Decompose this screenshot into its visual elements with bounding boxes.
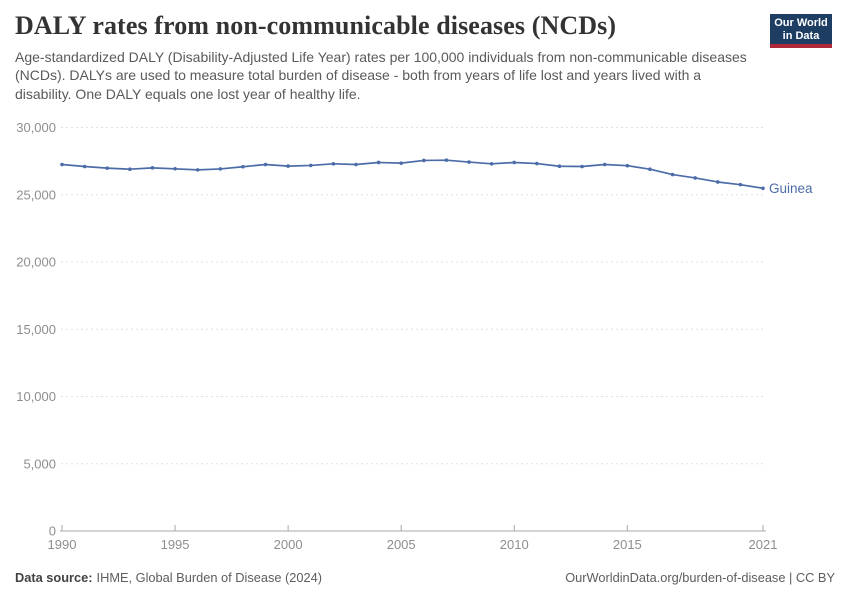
logo-line-2: in Data xyxy=(782,29,820,42)
y-tick-label: 25,000 xyxy=(16,187,56,202)
x-tick-label: 2005 xyxy=(387,537,416,552)
data-point[interactable] xyxy=(602,162,607,167)
x-tick-label: 1995 xyxy=(161,537,190,552)
data-point[interactable] xyxy=(128,167,132,171)
data-points-guinea[interactable] xyxy=(60,158,765,191)
data-source-text: IHME, Global Burden of Disease (2024) xyxy=(96,570,323,585)
y-axis-labels: 0 5,000 10,000 15,000 20,000 25,000 30,000 xyxy=(16,120,56,539)
x-axis: 1990 1995 2000 2005 2010 2015 2021 xyxy=(48,525,778,552)
data-point[interactable] xyxy=(150,166,155,170)
data-point[interactable] xyxy=(670,172,675,177)
x-tick-label: 2010 xyxy=(500,537,529,552)
data-point[interactable] xyxy=(738,182,743,187)
x-tick-label: 2000 xyxy=(274,537,303,552)
owid-logo[interactable]: Our World in Data xyxy=(770,14,832,48)
data-point[interactable] xyxy=(241,164,245,169)
data-point[interactable] xyxy=(715,180,720,184)
x-tick-label: 2015 xyxy=(613,537,642,552)
x-tick-label: 1990 xyxy=(48,537,77,552)
data-point[interactable] xyxy=(105,166,110,170)
data-point[interactable] xyxy=(376,160,381,165)
data-point[interactable] xyxy=(195,168,200,172)
data-point[interactable] xyxy=(444,158,449,162)
data-point[interactable] xyxy=(580,164,584,169)
data-point[interactable] xyxy=(308,163,313,168)
y-tick-label: 10,000 xyxy=(16,389,56,404)
chart-footer: Data source: IHME, Global Burden of Disea… xyxy=(15,570,835,585)
data-point[interactable] xyxy=(263,162,268,167)
data-source: Data source: IHME, Global Burden of Disea… xyxy=(15,570,322,585)
data-source-label: Data source: xyxy=(15,570,93,585)
data-point[interactable] xyxy=(354,162,358,167)
y-tick-label: 15,000 xyxy=(16,322,56,337)
y-tick-label: 30,000 xyxy=(16,120,56,135)
data-point[interactable] xyxy=(467,160,471,164)
x-tick-label: 2021 xyxy=(749,537,778,552)
data-point[interactable] xyxy=(625,163,630,168)
data-point[interactable] xyxy=(761,186,765,191)
credit-link[interactable]: OurWorldinData.org/burden-of-disease | C… xyxy=(565,570,835,585)
data-point[interactable] xyxy=(648,167,652,171)
y-tick-label: 5,000 xyxy=(23,456,56,471)
data-point[interactable] xyxy=(422,158,426,163)
series-end-label[interactable]: Guinea xyxy=(769,181,813,196)
data-point[interactable] xyxy=(173,166,177,171)
data-point[interactable] xyxy=(60,162,64,167)
data-point[interactable] xyxy=(218,167,223,171)
data-point[interactable] xyxy=(535,161,539,166)
data-point[interactable] xyxy=(693,176,697,180)
data-point[interactable] xyxy=(331,162,336,166)
series-line-guinea[interactable] xyxy=(61,159,764,190)
data-point[interactable] xyxy=(82,164,87,169)
y-tick-label: 20,000 xyxy=(16,255,56,270)
chart-title: DALY rates from non-communicable disease… xyxy=(15,11,617,40)
data-point[interactable] xyxy=(512,160,517,165)
data-point[interactable] xyxy=(489,162,494,166)
y-gridlines xyxy=(61,127,766,465)
chart-subtitle: Age-standardized DALY (Disability-Adjust… xyxy=(15,49,747,102)
data-point[interactable] xyxy=(557,164,562,169)
chart-header: DALY rates from non-communicable disease… xyxy=(15,10,835,103)
y-tick-label: 0 xyxy=(49,524,56,539)
data-point[interactable] xyxy=(286,164,290,168)
logo-line-1: Our World xyxy=(774,17,828,29)
data-point[interactable] xyxy=(399,161,403,165)
line-chart-plot[interactable]: 0 5,000 10,000 15,000 20,000 25,000 30,000 1990… xyxy=(0,108,850,568)
